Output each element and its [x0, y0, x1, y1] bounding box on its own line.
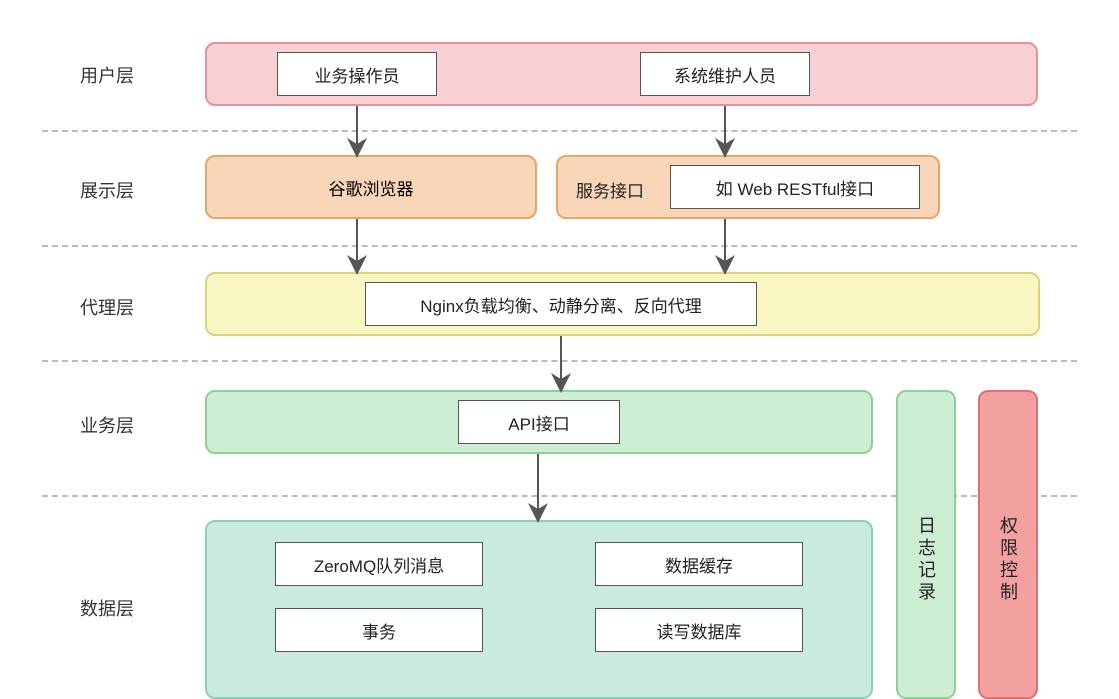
divider-2: [42, 245, 1077, 247]
operator-box: 业务操作员: [277, 52, 437, 96]
rw-db-label: 读写数据库: [657, 618, 742, 643]
label-business-layer: 业务层: [80, 412, 134, 438]
api-label: API接口: [508, 410, 569, 435]
label-data-layer: 数据层: [80, 595, 134, 621]
api-box: API接口: [458, 400, 620, 444]
nginx-box: Nginx负载均衡、动静分离、反向代理: [365, 282, 757, 326]
restful-label: 如 Web RESTful接口: [716, 175, 874, 200]
chrome-block: 谷歌浏览器: [205, 155, 537, 219]
operator-label: 业务操作员: [315, 62, 400, 87]
auth-label: 权限控制: [978, 500, 1038, 620]
divider-1: [42, 130, 1077, 132]
rw-db-box: 读写数据库: [595, 608, 803, 652]
maintainer-box: 系统维护人员: [640, 52, 810, 96]
zeromq-box: ZeroMQ队列消息: [275, 542, 483, 586]
log-label: 日志记录: [896, 500, 956, 620]
label-user-layer: 用户层: [80, 62, 134, 88]
service-interface-label: 服务接口: [576, 177, 644, 202]
zeromq-label: ZeroMQ队列消息: [314, 552, 444, 577]
transaction-label: 事务: [362, 618, 396, 643]
label-proxy-layer: 代理层: [80, 294, 134, 320]
cache-label: 数据缓存: [665, 552, 733, 577]
divider-3: [42, 360, 1077, 362]
nginx-label: Nginx负载均衡、动静分离、反向代理: [420, 292, 701, 317]
maintainer-label: 系统维护人员: [674, 62, 776, 87]
chrome-label: 谷歌浏览器: [329, 175, 414, 200]
label-presentation-layer: 展示层: [80, 177, 134, 203]
transaction-box: 事务: [275, 608, 483, 652]
cache-box: 数据缓存: [595, 542, 803, 586]
restful-box: 如 Web RESTful接口: [670, 165, 920, 209]
